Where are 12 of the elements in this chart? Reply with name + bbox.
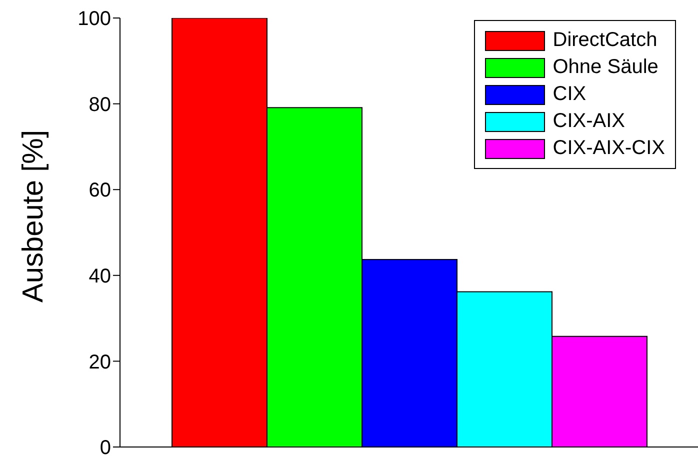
legend-label: CIX (552, 83, 586, 106)
y-tick-label: 80 (88, 94, 111, 116)
y-tick-label: 40 (88, 266, 111, 288)
y-axis-title: Ausbeute [%] (17, 130, 50, 302)
y-tick-label: 60 (88, 180, 111, 202)
y-tick-label: 0 (100, 437, 111, 460)
y-tick-label: 20 (88, 351, 111, 374)
legend-label: DirectCatch (552, 29, 658, 52)
legend-label: CIX-AIX-CIX (552, 137, 665, 160)
legend-label: Ohne Säule (552, 56, 658, 79)
legend-label: CIX-AIX (552, 110, 625, 133)
y-tick-label: 100 (78, 8, 111, 30)
